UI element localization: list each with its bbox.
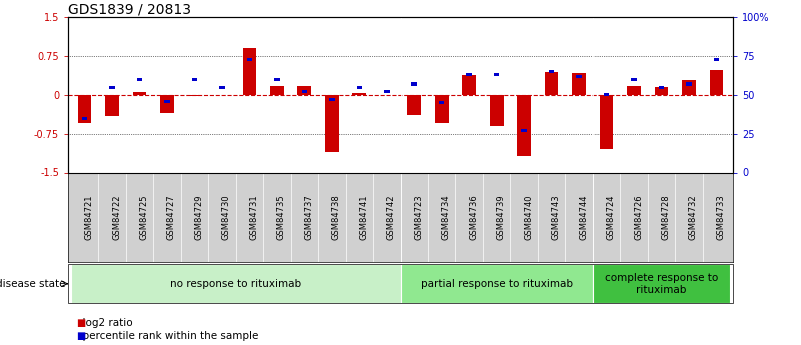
Bar xyxy=(466,73,472,76)
Text: GSM84744: GSM84744 xyxy=(579,195,588,240)
Bar xyxy=(109,86,115,89)
Bar xyxy=(164,99,170,103)
Bar xyxy=(352,93,366,95)
Text: GSM84727: GSM84727 xyxy=(167,195,176,240)
Text: GSM84742: GSM84742 xyxy=(387,195,396,240)
Bar xyxy=(654,87,668,95)
Text: GSM84741: GSM84741 xyxy=(360,195,368,240)
Bar xyxy=(270,86,284,95)
Bar xyxy=(408,95,421,115)
Text: GSM84722: GSM84722 xyxy=(112,195,121,240)
Bar xyxy=(137,78,143,81)
Text: GSM84731: GSM84731 xyxy=(249,195,259,240)
Text: disease state: disease state xyxy=(0,279,66,289)
Bar xyxy=(521,129,527,132)
Bar xyxy=(714,58,719,61)
Bar xyxy=(517,95,531,156)
Bar xyxy=(494,73,499,76)
Bar xyxy=(384,90,389,93)
Bar xyxy=(70,264,400,303)
Text: GSM84721: GSM84721 xyxy=(85,195,94,240)
Text: GSM84725: GSM84725 xyxy=(139,195,148,240)
Text: GSM84743: GSM84743 xyxy=(552,195,561,240)
Bar xyxy=(545,71,558,95)
Bar xyxy=(356,86,362,89)
Text: ■: ■ xyxy=(76,332,86,341)
Text: GSM84726: GSM84726 xyxy=(634,195,643,240)
Text: GSM84740: GSM84740 xyxy=(524,195,533,240)
Text: log2 ratio: log2 ratio xyxy=(76,318,133,327)
Text: GSM84737: GSM84737 xyxy=(304,195,313,240)
Bar xyxy=(577,75,582,78)
Bar xyxy=(325,95,339,152)
Bar xyxy=(274,78,280,81)
Bar xyxy=(219,86,224,89)
Text: complete response to
rituximab: complete response to rituximab xyxy=(605,273,718,295)
Bar xyxy=(412,82,417,86)
Bar xyxy=(572,73,586,95)
Bar xyxy=(380,95,393,96)
Bar xyxy=(78,95,91,124)
Bar xyxy=(462,75,476,95)
Bar xyxy=(682,80,696,95)
Bar xyxy=(215,95,229,96)
Bar xyxy=(549,70,554,73)
Bar xyxy=(604,93,610,96)
Text: no response to rituximab: no response to rituximab xyxy=(170,279,301,289)
Bar xyxy=(710,70,723,95)
Text: GSM84738: GSM84738 xyxy=(332,195,340,240)
Text: GSM84733: GSM84733 xyxy=(716,195,726,240)
Text: GSM84729: GSM84729 xyxy=(195,195,203,240)
Bar xyxy=(243,48,256,95)
Bar xyxy=(105,95,119,116)
Bar xyxy=(329,98,335,101)
Bar xyxy=(489,95,504,126)
Bar xyxy=(133,92,147,95)
Text: GSM84724: GSM84724 xyxy=(606,195,615,240)
Bar xyxy=(247,58,252,61)
Bar xyxy=(187,95,201,96)
Text: GSM84739: GSM84739 xyxy=(497,195,505,240)
Bar xyxy=(686,82,692,86)
Bar xyxy=(658,86,664,89)
Text: GSM84734: GSM84734 xyxy=(441,195,451,240)
Text: GSM84728: GSM84728 xyxy=(662,195,670,240)
Bar xyxy=(82,117,87,120)
Text: GSM84730: GSM84730 xyxy=(222,195,231,240)
Text: GSM84723: GSM84723 xyxy=(414,195,423,240)
Bar xyxy=(631,78,637,81)
Text: ■: ■ xyxy=(76,318,86,327)
Bar xyxy=(400,264,593,303)
Text: GSM84735: GSM84735 xyxy=(277,195,286,240)
Bar xyxy=(593,264,731,303)
Text: GSM84732: GSM84732 xyxy=(689,195,698,240)
Bar xyxy=(297,86,312,95)
Text: GSM84736: GSM84736 xyxy=(469,195,478,240)
Bar xyxy=(302,90,307,93)
Bar xyxy=(439,101,445,104)
Bar xyxy=(191,78,197,81)
Bar xyxy=(435,95,449,124)
Text: partial response to rituximab: partial response to rituximab xyxy=(421,279,573,289)
Text: GDS1839 / 20813: GDS1839 / 20813 xyxy=(68,2,191,16)
Bar xyxy=(160,95,174,113)
Bar xyxy=(600,95,614,149)
Bar xyxy=(627,86,641,95)
Text: percentile rank within the sample: percentile rank within the sample xyxy=(76,332,259,341)
